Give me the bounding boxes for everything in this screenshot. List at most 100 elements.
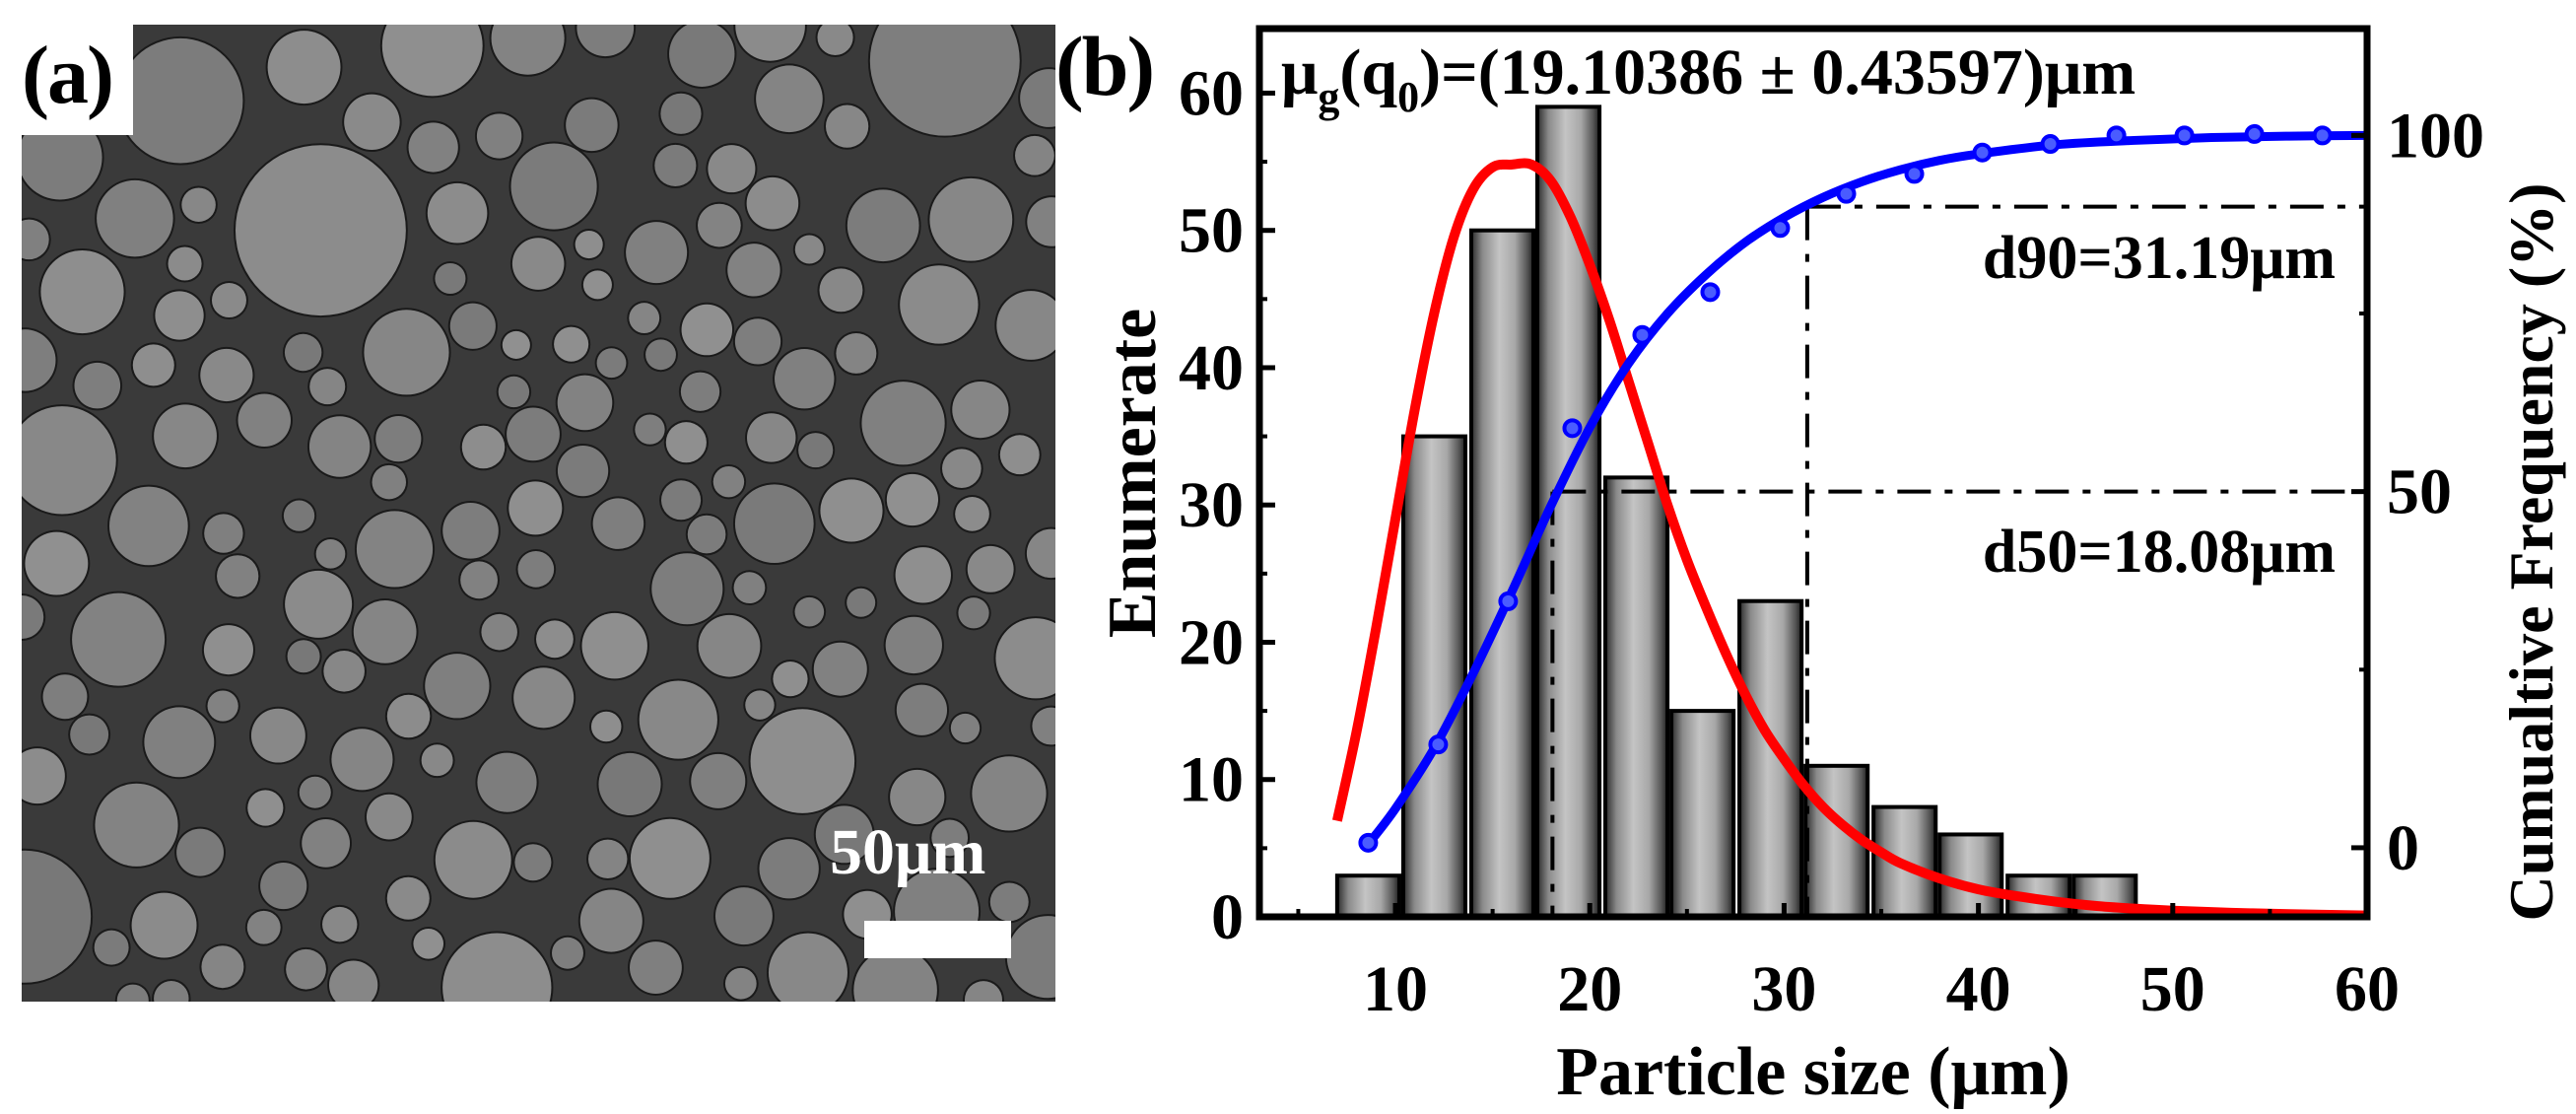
- histogram-bar: [1603, 475, 1670, 917]
- particle: [203, 625, 253, 675]
- sem-particles-image: [22, 25, 1055, 1002]
- particle: [847, 588, 876, 617]
- particle: [575, 230, 603, 259]
- y2-tick-label: 100: [2387, 100, 2484, 172]
- particle: [42, 674, 88, 720]
- particle: [247, 790, 284, 826]
- particle: [745, 690, 775, 720]
- particle: [22, 595, 44, 639]
- cumulative-point: [1358, 832, 1379, 853]
- particle: [661, 480, 702, 521]
- mean-annotation: μg(q0)=(19.10386 ± 0.43597)μm: [1281, 36, 2135, 121]
- cumulative-point: [1972, 142, 1993, 163]
- particle: [381, 25, 483, 97]
- particle: [386, 694, 431, 738]
- particle: [22, 406, 116, 515]
- particle: [630, 818, 710, 898]
- particle: [967, 545, 1014, 592]
- particle: [309, 369, 346, 405]
- particle: [507, 407, 560, 461]
- x-tick-label: 50: [2140, 953, 2205, 1025]
- particle: [645, 339, 676, 371]
- particle: [308, 416, 371, 477]
- particle: [1015, 135, 1054, 175]
- particle: [687, 515, 726, 554]
- particle: [734, 484, 814, 564]
- particle: [639, 680, 717, 759]
- y-tick-label: 50: [1179, 195, 1244, 267]
- particle: [890, 769, 945, 825]
- particle: [181, 187, 216, 222]
- particle: [950, 713, 981, 743]
- particle: [427, 182, 488, 244]
- particle: [1027, 197, 1055, 246]
- particle: [211, 283, 246, 318]
- particle: [825, 104, 869, 148]
- cumulative-point: [1770, 218, 1791, 239]
- particle: [999, 435, 1040, 475]
- particle: [853, 948, 937, 1002]
- particle: [491, 25, 565, 75]
- particle: [654, 144, 697, 186]
- y-tick-label: 20: [1179, 606, 1244, 678]
- particle: [592, 498, 644, 549]
- particle: [116, 984, 149, 1002]
- particle: [819, 268, 863, 313]
- particle: [425, 654, 490, 719]
- cumulative-point: [1498, 591, 1519, 611]
- y-tick-label: 40: [1179, 332, 1244, 404]
- cumulative-point: [1836, 183, 1857, 204]
- cumulative-curve: [1358, 123, 2367, 853]
- particle: [669, 25, 735, 87]
- plot-frame: [1255, 25, 2371, 921]
- d-value-guide-lines: [1550, 204, 2367, 917]
- particle: [435, 821, 511, 898]
- particle: [94, 930, 129, 965]
- particle: [995, 618, 1055, 699]
- particle: [1026, 528, 1055, 579]
- particle: [869, 25, 1020, 136]
- particle: [557, 445, 609, 497]
- particle: [581, 612, 647, 679]
- particle: [536, 620, 574, 659]
- y-tick-label: 10: [1179, 744, 1244, 816]
- scale-bar: [864, 921, 1011, 958]
- cumulative-fit-path: [1364, 130, 2367, 848]
- particle: [820, 479, 883, 542]
- particle: [449, 303, 496, 349]
- particle: [582, 270, 612, 300]
- particle: [356, 511, 434, 588]
- d90-annotation: d90=31.19μm: [1983, 225, 2336, 292]
- panel-a-label: (a): [22, 25, 133, 135]
- particle: [421, 744, 453, 777]
- particle: [747, 413, 796, 462]
- particle: [759, 839, 819, 899]
- cumulative-point: [2040, 134, 2061, 155]
- particle: [588, 839, 628, 879]
- particle: [375, 416, 422, 462]
- particle: [955, 496, 989, 531]
- particle: [204, 514, 243, 553]
- particle: [727, 244, 780, 297]
- x-axis-title: Particle size (μm): [1556, 1034, 2070, 1110]
- x-tick-label: 20: [1557, 953, 1622, 1025]
- particle: [964, 981, 1002, 1002]
- particle: [442, 933, 552, 1002]
- particle: [551, 937, 583, 969]
- particle: [246, 910, 281, 944]
- particle: [315, 538, 346, 569]
- particle: [461, 425, 506, 469]
- particle: [557, 375, 613, 431]
- particle: [200, 348, 253, 402]
- particle: [665, 422, 707, 463]
- particle: [22, 329, 56, 391]
- cumulative-point: [2244, 123, 2265, 144]
- particle: [590, 711, 622, 742]
- particle: [72, 592, 166, 686]
- particle: [952, 382, 1009, 439]
- particle: [508, 481, 563, 535]
- particle: [353, 600, 417, 663]
- particle: [250, 708, 305, 763]
- x-tick-label: 30: [1751, 953, 1816, 1025]
